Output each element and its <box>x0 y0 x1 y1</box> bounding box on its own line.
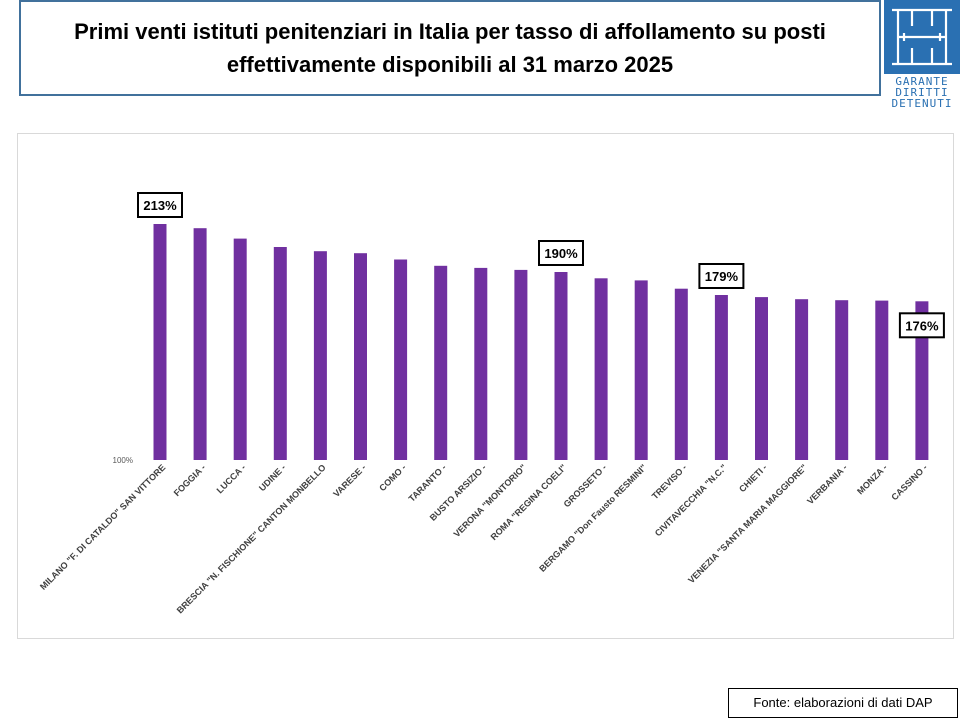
bar <box>795 299 809 460</box>
bar <box>153 224 167 460</box>
chart-title-line-1: Primi venti istituti penitenziari in Ita… <box>74 19 826 44</box>
category-label: CIVITAVECCHIA "N.C." <box>653 462 729 538</box>
bar <box>554 272 568 460</box>
bar <box>915 301 929 460</box>
garante-logo: GARANTE DIRITTI DETENUTI <box>884 0 960 110</box>
bar <box>394 259 408 460</box>
bar <box>313 251 327 460</box>
data-label: 179% <box>698 263 745 289</box>
bar <box>233 238 247 460</box>
category-labels-layer: MILANO "F. DI CATALDO" SAN VITTORE FOGGIA… <box>38 462 929 615</box>
bar <box>714 295 728 460</box>
bar <box>875 300 889 460</box>
title-box: Primi venti istituti penitenziari in Ita… <box>19 0 881 96</box>
logo-word-diritti: DIRITTI <box>895 87 949 99</box>
category-label: VARESE - <box>331 462 368 499</box>
bar <box>514 269 528 460</box>
data-label: 176% <box>898 312 945 339</box>
bar <box>273 247 287 460</box>
bar <box>835 300 849 460</box>
category-label: VERBANIA - <box>805 462 849 506</box>
category-label: VERONA "MONTORIO" <box>452 462 529 539</box>
bar <box>474 267 488 460</box>
logo-mark-icon <box>884 0 960 74</box>
category-label: UDINE - <box>257 462 288 493</box>
category-label: ROMA "REGINA COELI" <box>489 462 569 542</box>
category-label: COMO - <box>377 462 408 493</box>
svg-text:213%: 213% <box>143 198 177 213</box>
category-label: TREVISO - <box>650 462 689 501</box>
bar <box>193 228 207 460</box>
category-label: TARANTO - <box>407 462 448 503</box>
category-label: LUCCA - <box>215 462 248 495</box>
bar <box>755 297 768 460</box>
source-note: Fonte: elaborazioni di dati DAP <box>728 688 958 718</box>
y-baseline-label: 100% <box>113 456 133 465</box>
bar <box>434 265 448 460</box>
data-label: 213% <box>137 192 183 218</box>
svg-text:179%: 179% <box>705 269 739 284</box>
bars-layer <box>153 224 929 460</box>
category-label: FOGGIA - <box>172 462 208 498</box>
svg-text:176%: 176% <box>905 318 939 333</box>
category-label: MILANO "F. DI CATALDO" SAN VITTORE <box>38 462 167 591</box>
category-label: CASSINO - <box>889 462 929 502</box>
data-labels-layer: 213% 190% 179% 176% <box>137 192 945 339</box>
logo-word-garante: GARANTE <box>895 76 949 88</box>
bar <box>354 253 367 460</box>
logo-h-icon <box>884 0 960 74</box>
bar <box>634 280 648 460</box>
category-label: CHIETI - <box>737 462 769 494</box>
category-label: BRESCIA "N. FISCHIONE" CANTON MONBELLO <box>175 462 328 615</box>
bar <box>594 278 608 460</box>
chart-title-line-2: effettivamente disponibili al 31 marzo 2… <box>226 52 674 77</box>
bar <box>674 288 688 460</box>
category-label: MONZA - <box>855 462 889 496</box>
svg-text:190%: 190% <box>544 246 578 261</box>
logo-word-detenuti: DETENUTI <box>891 98 953 110</box>
data-label: 190% <box>538 240 584 266</box>
